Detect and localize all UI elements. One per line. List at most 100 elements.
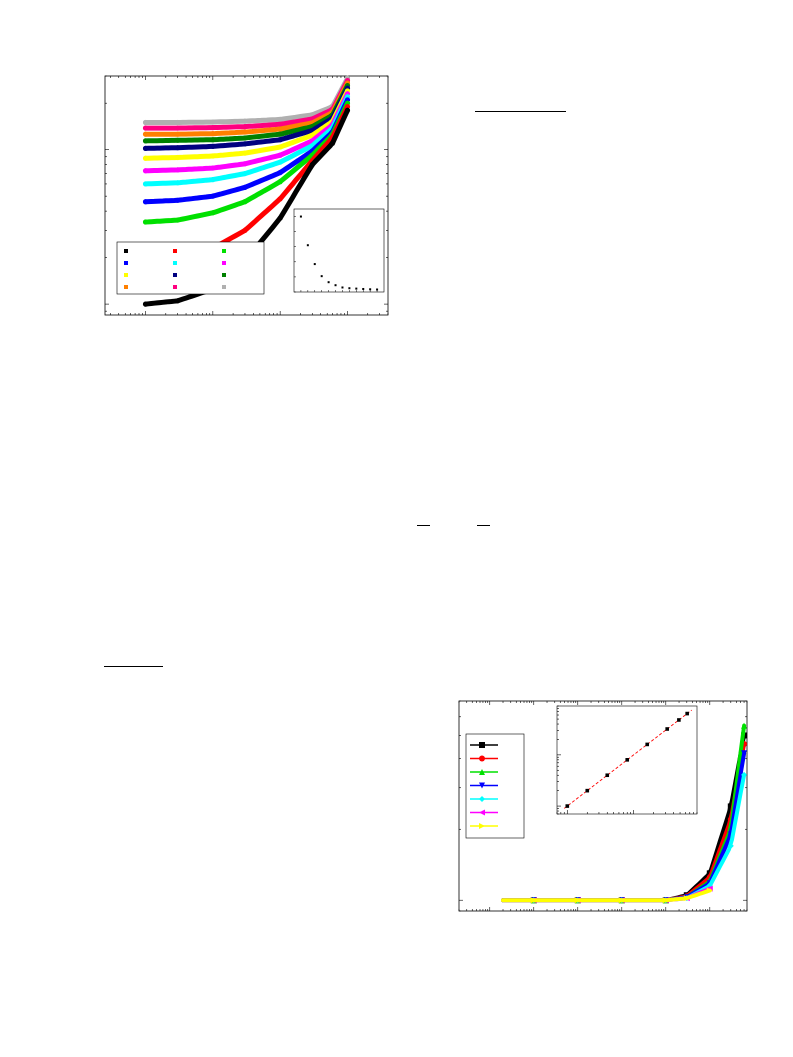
data-point	[175, 154, 181, 161]
inset-point	[362, 287, 365, 290]
figure-2	[457, 700, 750, 914]
legend-box	[116, 241, 265, 295]
data-point	[175, 298, 181, 304]
data-point	[210, 153, 216, 159]
data-point	[479, 809, 485, 816]
data-point	[142, 199, 149, 205]
data-point	[479, 742, 485, 748]
data-point	[210, 193, 216, 199]
data-point	[277, 196, 283, 202]
figure-1-chart	[104, 75, 389, 316]
data-point	[344, 107, 351, 113]
data-point	[142, 145, 149, 151]
data-point	[479, 782, 485, 789]
inset-point	[677, 718, 681, 722]
data-point	[142, 168, 149, 174]
data-point	[175, 137, 181, 143]
data-point	[142, 125, 149, 131]
inset-plot	[556, 705, 698, 815]
inset-point	[348, 287, 351, 290]
text-rule	[104, 666, 163, 667]
legend-marker	[124, 273, 128, 277]
data-point	[142, 181, 149, 187]
data-point	[277, 121, 283, 127]
data-point	[277, 170, 283, 176]
legend-marker	[222, 249, 226, 253]
inset-point	[327, 281, 330, 284]
data-point	[309, 132, 315, 138]
data-point	[142, 119, 149, 126]
data-point	[142, 219, 149, 225]
data-point	[741, 722, 748, 729]
data-point	[242, 129, 248, 135]
data-point	[618, 897, 625, 904]
inset-point	[685, 711, 689, 716]
data-point	[175, 131, 181, 137]
inset-point	[369, 288, 372, 291]
data-point	[706, 887, 713, 894]
inset-point	[306, 244, 309, 247]
data-point	[277, 179, 283, 185]
series-line	[501, 888, 712, 903]
data-point	[344, 104, 351, 110]
data-point	[277, 116, 283, 123]
legend-marker	[124, 249, 128, 253]
data-point	[479, 755, 485, 762]
data-point	[242, 118, 248, 124]
inset-point	[565, 804, 570, 808]
inset-point	[299, 215, 302, 218]
data-point	[662, 897, 669, 904]
figure-2-chart	[458, 700, 748, 912]
data-point	[574, 897, 581, 904]
data-point	[242, 124, 248, 130]
inset-point	[645, 742, 650, 747]
data-point	[242, 227, 248, 234]
data-point	[210, 143, 216, 150]
inset-frame	[293, 208, 385, 293]
legend-marker	[124, 261, 128, 265]
text-rule	[475, 111, 566, 112]
data-point	[210, 119, 216, 125]
legend-marker	[222, 273, 226, 277]
data-point	[741, 771, 748, 778]
data-point	[479, 796, 485, 802]
data-point	[175, 119, 181, 126]
data-point	[727, 803, 734, 810]
legend-marker	[124, 285, 128, 289]
fraction-bar	[477, 525, 490, 526]
inset-point	[341, 286, 344, 289]
legend-marker	[173, 249, 177, 253]
legend-marker	[222, 261, 226, 265]
data-series	[142, 97, 351, 205]
legend	[465, 733, 525, 839]
data-point	[175, 180, 181, 186]
data-point	[175, 125, 181, 131]
data-point	[242, 184, 248, 190]
data-point	[210, 124, 216, 131]
inset-point	[313, 263, 316, 266]
inset-point	[665, 727, 669, 731]
data-point	[210, 210, 216, 216]
data-point	[277, 152, 283, 158]
data-point	[210, 177, 216, 183]
data-point	[210, 131, 216, 137]
data-point	[142, 301, 149, 307]
data-point	[210, 137, 216, 143]
data-point	[727, 842, 734, 849]
data-point	[142, 131, 149, 137]
data-point	[242, 199, 248, 205]
fraction-bar	[417, 525, 430, 526]
legend-marker	[222, 285, 226, 289]
data-point	[142, 155, 149, 161]
data-point	[309, 162, 315, 168]
inset-point	[334, 284, 337, 287]
data-point	[210, 165, 216, 171]
data-point	[175, 217, 181, 223]
data-point	[277, 126, 283, 132]
data-point	[175, 197, 181, 203]
data-point	[242, 150, 248, 156]
data-point	[242, 135, 248, 141]
data-point	[277, 215, 283, 221]
data-point	[479, 823, 485, 829]
figure-1	[104, 75, 390, 317]
